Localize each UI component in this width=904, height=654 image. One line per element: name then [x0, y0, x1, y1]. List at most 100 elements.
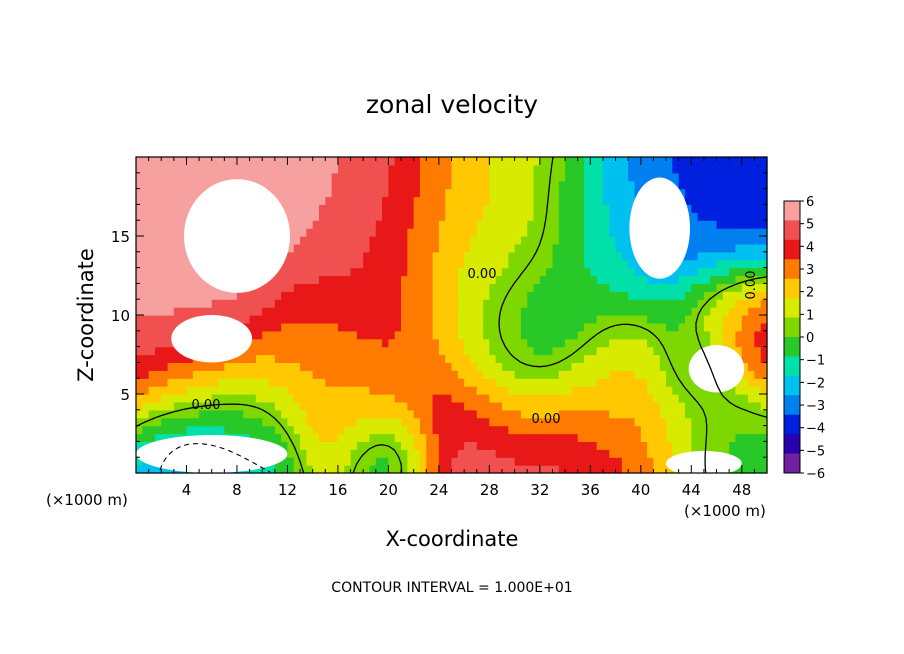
heatmap-cell	[577, 283, 585, 292]
heatmap-cell	[451, 401, 459, 411]
heatmap-cell	[577, 394, 585, 403]
heatmap-cell	[432, 449, 440, 458]
heatmap-cell	[388, 283, 396, 292]
heatmap-cell	[306, 330, 314, 340]
heatmap-cell	[539, 243, 547, 253]
x-axis-label: X-coordinate	[386, 527, 519, 551]
heatmap-cell	[394, 394, 402, 403]
heatmap-cell	[495, 291, 503, 300]
heatmap-cell	[653, 425, 661, 435]
heatmap-cell	[470, 386, 478, 395]
heatmap-cell	[236, 299, 244, 308]
heatmap-cell	[533, 172, 541, 182]
heatmap-cell	[445, 425, 453, 435]
heatmap-cell	[306, 449, 314, 458]
heatmap-cell	[438, 243, 446, 253]
heatmap-cell	[735, 164, 743, 174]
heatmap-cell	[546, 394, 554, 403]
heatmap-cell	[748, 465, 755, 474]
heatmap-cell	[445, 299, 453, 308]
heatmap-cell	[539, 386, 547, 395]
heatmap-cell	[729, 299, 737, 308]
heatmap-cell	[596, 322, 604, 332]
heatmap-cell	[438, 330, 446, 340]
heatmap-cell	[691, 251, 699, 261]
heatmap-cell	[703, 228, 711, 237]
heatmap-cell	[520, 236, 528, 245]
heatmap-cell	[634, 465, 642, 474]
heatmap-cell	[653, 299, 661, 308]
heatmap-cell	[533, 315, 541, 324]
heatmap-cell	[148, 322, 156, 332]
heatmap-cell	[287, 275, 295, 284]
heatmap-cell	[609, 322, 617, 332]
heatmap-cell	[710, 196, 718, 205]
heatmap-cell	[533, 228, 541, 237]
heatmap-cell	[735, 188, 743, 198]
heatmap-cell	[457, 204, 465, 213]
heatmap-cell	[754, 378, 762, 387]
heatmap-cell	[464, 291, 472, 300]
heatmap-cell	[558, 417, 566, 427]
heatmap-cell	[691, 315, 699, 324]
heatmap-cell	[520, 172, 528, 182]
heatmap-cell	[558, 330, 566, 340]
heatmap-cell	[464, 164, 472, 174]
heatmap-cell	[552, 283, 560, 292]
heatmap-cell	[464, 378, 472, 387]
heatmap-cell	[729, 220, 737, 229]
heatmap-cell	[514, 409, 522, 419]
heatmap-cell	[236, 425, 244, 435]
heatmap-cell	[596, 401, 604, 411]
heatmap-cell	[722, 394, 730, 403]
heatmap-cell	[293, 220, 301, 229]
heatmap-cell	[760, 267, 768, 277]
heatmap-cell	[375, 315, 383, 324]
heatmap-cell	[470, 362, 478, 371]
heatmap-cell	[590, 417, 598, 427]
heatmap-cell	[401, 243, 408, 253]
heatmap-cell	[666, 370, 673, 379]
heatmap-cell	[375, 338, 383, 348]
heatmap-cell	[375, 236, 383, 245]
heatmap-cell	[565, 330, 572, 340]
heatmap-cell	[476, 259, 484, 269]
heatmap-cell	[577, 172, 585, 182]
heatmap-cell	[438, 433, 446, 442]
heatmap-cell	[457, 157, 465, 166]
heatmap-cell	[621, 409, 629, 419]
heatmap-cell	[350, 433, 358, 442]
heatmap-cell	[167, 362, 175, 371]
heatmap-cell	[205, 157, 213, 166]
heatmap-cell	[413, 338, 421, 348]
heatmap-cell	[243, 417, 251, 427]
heatmap-cell	[243, 354, 251, 363]
heatmap-cell	[401, 164, 408, 174]
heatmap-cell	[634, 378, 642, 387]
heatmap-cell	[634, 441, 642, 450]
heatmap-cell	[363, 465, 371, 474]
heatmap-cell	[344, 196, 352, 205]
heatmap-cell	[142, 228, 150, 237]
heatmap-cell	[401, 401, 408, 411]
heatmap-cell	[300, 441, 307, 450]
heatmap-cell	[186, 204, 194, 213]
heatmap-cell	[520, 409, 528, 419]
heatmap-cell	[337, 172, 345, 182]
heatmap-cell	[407, 465, 415, 474]
heatmap-cell	[571, 236, 579, 245]
heatmap-cell	[716, 220, 724, 229]
heatmap-cell	[697, 275, 705, 284]
heatmap-cell	[640, 346, 648, 356]
heatmap-cell	[539, 449, 547, 458]
heatmap-cell	[268, 417, 276, 427]
heatmap-cell	[527, 433, 535, 442]
heatmap-cell	[602, 425, 610, 435]
heatmap-cell	[546, 417, 554, 427]
heatmap-cell	[312, 338, 320, 348]
heatmap-cell	[337, 417, 345, 427]
x-tick-label: 4	[182, 481, 192, 499]
heatmap-cell	[508, 212, 516, 221]
heatmap-cell	[344, 251, 352, 261]
heatmap-cell	[741, 409, 749, 419]
